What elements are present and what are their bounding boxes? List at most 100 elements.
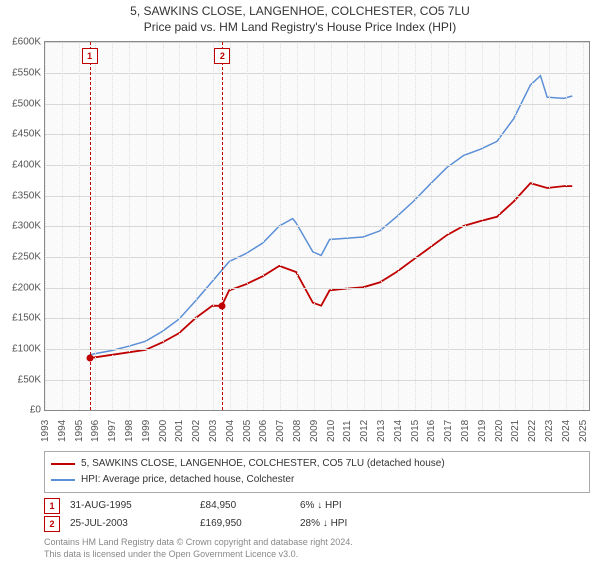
footer-line1: Contains HM Land Registry data © Crown c… (44, 537, 590, 549)
y-gridline (45, 380, 589, 381)
transaction-number-badge: 2 (44, 516, 60, 532)
x-gridline (129, 42, 130, 410)
x-gridline (431, 42, 432, 410)
transaction-pct-vs-hpi: 28% ↓ HPI (300, 515, 360, 533)
y-gridline (45, 134, 589, 135)
x-gridline (381, 42, 382, 410)
x-axis-label: 1995 (74, 420, 85, 442)
x-gridline (79, 42, 80, 410)
x-axis-label: 2024 (561, 420, 572, 442)
y-gridline (45, 165, 589, 166)
x-gridline (62, 42, 63, 410)
x-gridline (482, 42, 483, 410)
x-axis-label: 1999 (141, 420, 152, 442)
x-gridline (465, 42, 466, 410)
x-axis-label: 2007 (275, 420, 286, 442)
y-axis-label: £550K (12, 67, 41, 78)
x-gridline (297, 42, 298, 410)
x-gridline (499, 42, 500, 410)
y-axis-label: £500K (12, 98, 41, 109)
transaction-date: 25-JUL-2003 (70, 515, 190, 533)
x-axis-label: 2001 (174, 420, 185, 442)
x-gridline (532, 42, 533, 410)
x-gridline (415, 42, 416, 410)
y-axis-label: £300K (12, 221, 41, 232)
x-axis-label: 1997 (107, 420, 118, 442)
x-gridline (146, 42, 147, 410)
y-axis-label: £50K (18, 374, 41, 385)
x-axis-label: 2014 (393, 420, 404, 442)
x-axis-label: 2008 (292, 420, 303, 442)
x-axis-label: 2023 (544, 420, 555, 442)
x-axis-label: 2011 (342, 421, 353, 443)
x-axis-label: 2018 (460, 420, 471, 442)
y-gridline (45, 318, 589, 319)
x-axis-label: 2021 (510, 420, 521, 442)
x-axis-label: 2010 (326, 420, 337, 442)
transaction-number-badge: 1 (44, 498, 60, 514)
x-axis-label: 2019 (477, 420, 488, 442)
x-gridline (179, 42, 180, 410)
x-axis-label: 2002 (191, 420, 202, 442)
y-gridline (45, 349, 589, 350)
x-gridline (515, 42, 516, 410)
chart-title: 5, SAWKINS CLOSE, LANGENHOE, COLCHESTER,… (0, 4, 600, 20)
x-gridline (196, 42, 197, 410)
x-gridline (314, 42, 315, 410)
y-axis-label: £600K (12, 37, 41, 48)
transaction-marker-line (222, 42, 223, 410)
legend: 5, SAWKINS CLOSE, LANGENHOE, COLCHESTER,… (44, 451, 590, 493)
y-gridline (45, 73, 589, 74)
x-gridline (112, 42, 113, 410)
x-axis-label: 2009 (309, 420, 320, 442)
x-axis-label: 2013 (376, 420, 387, 442)
y-gridline (45, 42, 589, 43)
x-gridline (213, 42, 214, 410)
y-axis-label: £400K (12, 159, 41, 170)
x-axis-label: 2006 (258, 420, 269, 442)
legend-swatch (51, 463, 75, 465)
y-axis-label: £350K (12, 190, 41, 201)
transaction-date: 31-AUG-1995 (70, 497, 190, 515)
plot-area: £0£50K£100K£150K£200K£250K£300K£350K£400… (44, 41, 590, 411)
transaction-marker-badge: 2 (214, 48, 230, 64)
x-axis-label: 2015 (410, 420, 421, 442)
x-gridline (280, 42, 281, 410)
legend-row: HPI: Average price, detached house, Colc… (51, 472, 583, 488)
y-axis-label: £150K (12, 313, 41, 324)
x-axis-label: 2012 (359, 420, 370, 442)
x-gridline (163, 42, 164, 410)
x-gridline (549, 42, 550, 410)
x-gridline (247, 42, 248, 410)
x-gridline (566, 42, 567, 410)
x-axis-label: 2020 (494, 420, 505, 442)
transaction-price: £169,950 (200, 515, 290, 533)
x-gridline (263, 42, 264, 410)
transaction-info-row: 131-AUG-1995£84,9506% ↓ HPI (44, 497, 590, 515)
legend-label: 5, SAWKINS CLOSE, LANGENHOE, COLCHESTER,… (81, 456, 445, 472)
x-axis-label: 2025 (578, 420, 589, 442)
y-gridline (45, 257, 589, 258)
x-axis-label: 2022 (527, 420, 538, 442)
x-axis-label: 1998 (124, 420, 135, 442)
transaction-pct-vs-hpi: 6% ↓ HPI (300, 497, 360, 515)
y-axis-label: £250K (12, 251, 41, 262)
title-block: 5, SAWKINS CLOSE, LANGENHOE, COLCHESTER,… (0, 0, 600, 35)
x-gridline (230, 42, 231, 410)
y-axis-label: £450K (12, 129, 41, 140)
x-gridline (331, 42, 332, 410)
y-axis-label: £0 (30, 405, 41, 416)
x-gridline (95, 42, 96, 410)
transaction-point (86, 355, 93, 362)
x-gridline (364, 42, 365, 410)
legend-row: 5, SAWKINS CLOSE, LANGENHOE, COLCHESTER,… (51, 456, 583, 472)
x-gridline (45, 42, 46, 410)
x-gridline (583, 42, 584, 410)
x-axis-label: 2017 (443, 420, 454, 442)
y-gridline (45, 288, 589, 289)
chart-container: 5, SAWKINS CLOSE, LANGENHOE, COLCHESTER,… (0, 0, 600, 560)
footer-line2: This data is licensed under the Open Gov… (44, 549, 590, 561)
transaction-marker-badge: 1 (82, 48, 98, 64)
y-gridline (45, 226, 589, 227)
x-axis-label: 2004 (225, 420, 236, 442)
